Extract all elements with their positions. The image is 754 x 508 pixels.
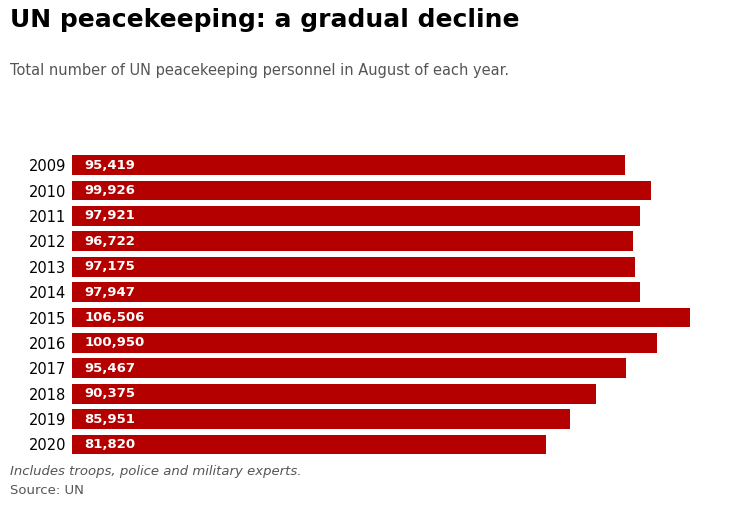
Bar: [72, 435, 547, 454]
Text: 97,947: 97,947: [84, 285, 135, 299]
Text: 95,419: 95,419: [84, 158, 135, 172]
Text: 99,926: 99,926: [84, 184, 135, 197]
Bar: [72, 359, 626, 378]
Text: 85,951: 85,951: [84, 412, 135, 426]
Text: 100,950: 100,950: [84, 336, 145, 350]
Bar: [72, 155, 625, 175]
Text: 90,375: 90,375: [84, 387, 136, 400]
Bar: [72, 257, 636, 276]
Text: 96,722: 96,722: [84, 235, 135, 248]
Bar: [72, 282, 640, 302]
Text: Source: UN: Source: UN: [10, 484, 84, 497]
Bar: [72, 384, 596, 403]
Bar: [72, 409, 570, 429]
Bar: [72, 308, 690, 328]
Text: 95,467: 95,467: [84, 362, 136, 375]
Text: Total number of UN peacekeeping personnel in August of each year.: Total number of UN peacekeeping personne…: [10, 64, 509, 79]
Text: 81,820: 81,820: [84, 438, 136, 451]
Bar: [72, 232, 633, 251]
Text: Includes troops, police and military experts.: Includes troops, police and military exp…: [10, 465, 302, 478]
Bar: [72, 206, 640, 226]
Text: 97,921: 97,921: [84, 209, 135, 223]
Text: 97,175: 97,175: [84, 260, 135, 273]
Bar: [72, 181, 651, 201]
Text: 106,506: 106,506: [84, 311, 145, 324]
Bar: [72, 333, 657, 353]
Text: UN peacekeeping: a gradual decline: UN peacekeeping: a gradual decline: [10, 8, 520, 31]
